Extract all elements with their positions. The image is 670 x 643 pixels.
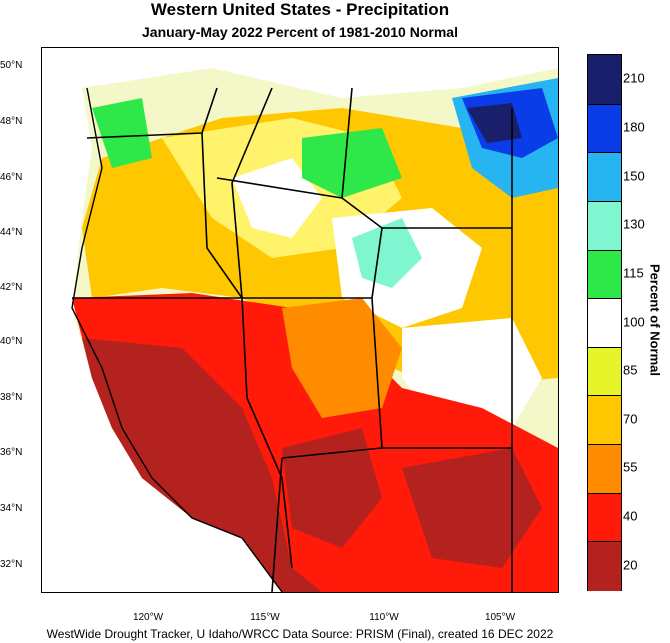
zone-extreme-dry-ca [82,338,322,592]
lon-label-110: 110°W [369,612,399,623]
map-subtitle: January-May 2022 Percent of 1981-2010 No… [142,24,458,40]
lat-label-50: 50°N [0,60,23,71]
lat-label-38: 38°N [0,392,23,403]
legend-swatch [588,152,621,202]
legend-swatch [588,492,621,543]
zone-extreme-dry-nm [402,448,542,568]
zone-extreme-dry-az [282,428,382,548]
lon-label-105: 105°W [484,612,516,623]
zone-wet-mt [302,128,402,198]
map-canvas [42,48,558,592]
lat-label-40: 40°N [0,336,23,347]
legend-swatch [588,249,621,300]
legend-title: Percent of Normal [647,264,663,376]
legend-swatch [588,298,621,348]
color-legend-bar [587,54,622,591]
legend-swatch [588,444,621,494]
legend-tick-label: 85 [623,362,638,378]
map-title: Western United States - Precipitation [150,0,450,19]
legend-tick-label: 70 [623,411,638,427]
lat-label-48: 48°N [0,116,23,127]
legend-tick-label: 100 [623,314,645,329]
legend-swatch [588,395,621,446]
precipitation-map [41,47,559,593]
legend-tick-label: 115 [623,265,644,281]
legend-swatch [588,200,621,251]
legend-swatch [588,541,621,591]
lon-label-115: 115°W [250,612,280,623]
lat-label-32: 32°N [0,559,23,570]
data-credit: WestWide Drought Tracker, U Idaho/WRCC D… [46,627,554,641]
legend-swatch [588,103,621,154]
zone-wet-wa [92,98,152,168]
legend-tick-label: 55 [623,459,638,475]
zone-wet-wy [352,218,422,288]
lat-label-42: 42°N [0,282,23,293]
lat-label-36: 36°N [0,447,23,458]
legend-swatch [588,55,621,104]
legend-tick-label: 40 [623,508,638,524]
legend-swatch [588,346,621,397]
lon-label-120: 120°W [132,612,164,623]
legend-tick-label: 210 [623,70,645,86]
legend-tick-label: 150 [623,168,645,184]
zone-dry-ut [282,298,402,418]
lat-label-34: 34°N [0,503,23,514]
state-boundaries [72,87,513,592]
lat-label-46: 46°N [0,172,23,183]
zone-normal-id [232,158,322,238]
legend-tick-label: 180 [623,119,645,135]
legend-tick-label: 20 [623,557,638,573]
zone-extreme-core [467,103,522,143]
lat-label-44: 44°N [0,227,23,238]
legend-tick-label: 130 [623,216,645,232]
pacific-coastline [71,87,283,592]
